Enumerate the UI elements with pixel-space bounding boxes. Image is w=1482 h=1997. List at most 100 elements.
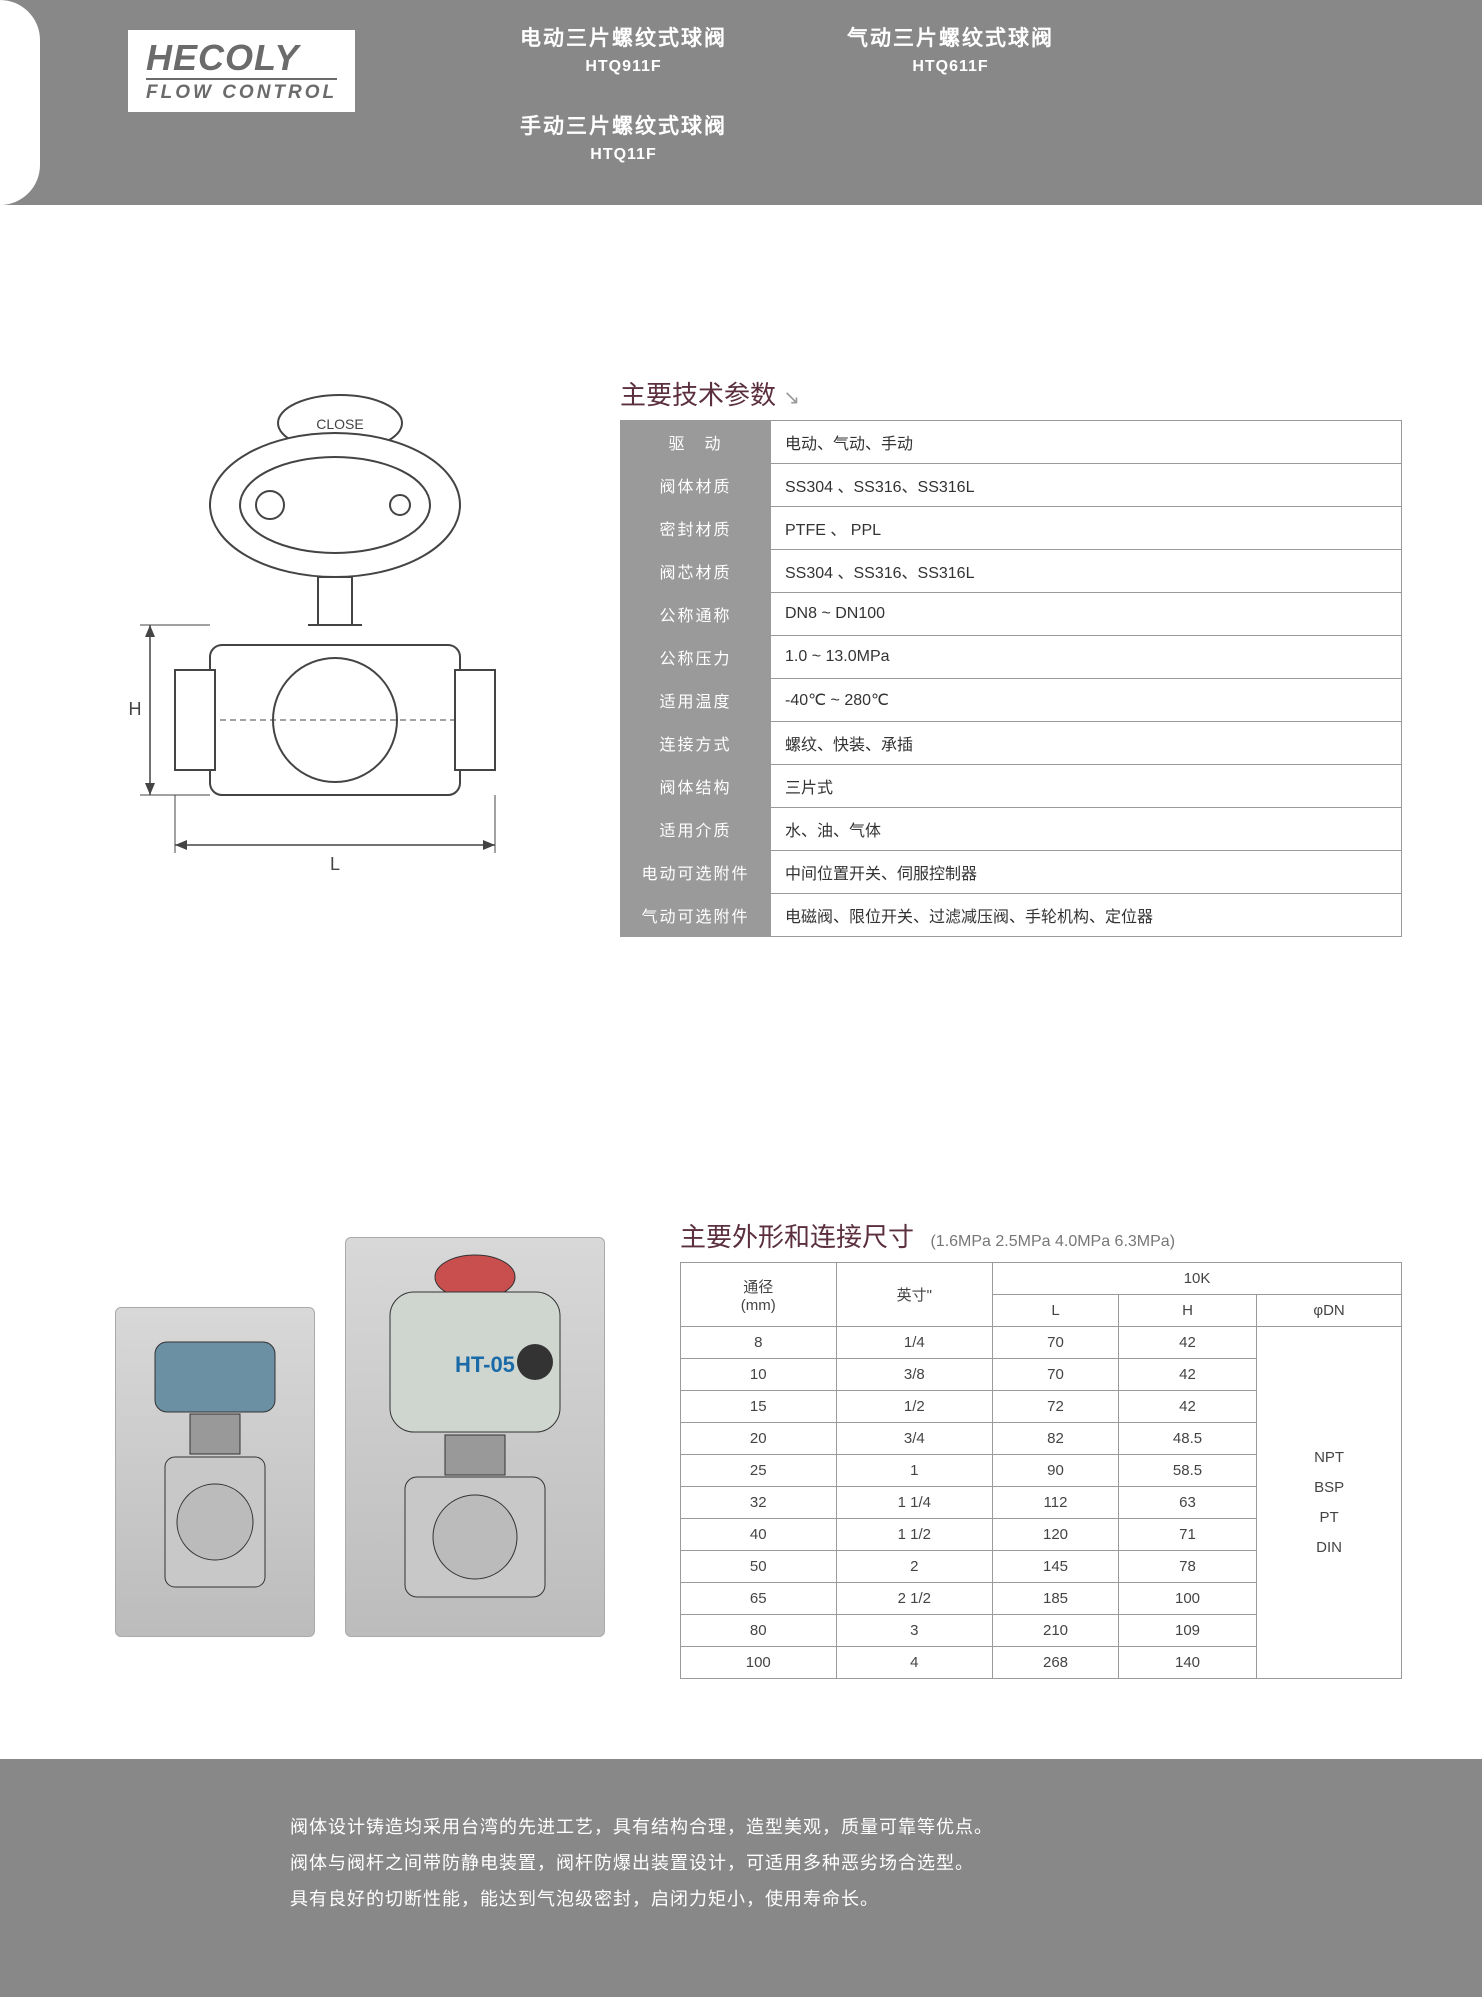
dim-cell: 109 bbox=[1118, 1615, 1256, 1647]
spec-label: 阀体材质 bbox=[621, 464, 771, 507]
dim-cell: 210 bbox=[993, 1615, 1119, 1647]
product-3-code: HTQ11F bbox=[520, 146, 727, 164]
dim-cell: 100 bbox=[681, 1647, 837, 1679]
dim-cell: 42 bbox=[1118, 1359, 1256, 1391]
dim-l-label: L bbox=[330, 854, 340, 874]
dimension-section: 主要外形和连接尺寸 (1.6MPa 2.5MPa 4.0MPa 6.3MPa) … bbox=[680, 1217, 1402, 1679]
spec-row: 阀体材质SS304 、SS316、SS316L bbox=[621, 464, 1402, 507]
dim-cell: 120 bbox=[993, 1519, 1119, 1551]
dim-cell: 40 bbox=[681, 1519, 837, 1551]
product-1: 电动三片螺纹式球阀 HTQ911F bbox=[520, 22, 727, 76]
dim-cell: 42 bbox=[1118, 1327, 1256, 1359]
dim-cell: 20 bbox=[681, 1423, 837, 1455]
section-bottom: HT-05 主要外形和连接尺寸 (1.6MPa 2.5MPa 4.0MPa 6.… bbox=[80, 1217, 1402, 1679]
spec-value: 螺纹、快装、承插 bbox=[771, 722, 1402, 765]
diagram-svg: CLOSE bbox=[80, 375, 560, 895]
spec-label: 阀体结构 bbox=[621, 765, 771, 808]
dim-cell: 3/4 bbox=[836, 1423, 993, 1455]
spec-label: 电动可选附件 bbox=[621, 851, 771, 894]
dim-cell: 65 bbox=[681, 1583, 837, 1615]
dim-cell: 25 bbox=[681, 1455, 837, 1487]
dim-cell: 1 bbox=[836, 1455, 993, 1487]
dim-cell: 2 1/2 bbox=[836, 1583, 993, 1615]
footer: 阀体设计铸造均采用台湾的先进工艺，具有结构合理，造型美观，质量可靠等优点。 阀体… bbox=[0, 1759, 1482, 1997]
col-l: L bbox=[993, 1295, 1119, 1327]
dim-cell: 1 1/4 bbox=[836, 1487, 993, 1519]
spec-value: 水、油、气体 bbox=[771, 808, 1402, 851]
product-titles-row1: 电动三片螺纹式球阀 HTQ911F 气动三片螺纹式球阀 HTQ611F bbox=[520, 22, 1054, 76]
dim-cell: 82 bbox=[993, 1423, 1119, 1455]
close-label: CLOSE bbox=[316, 416, 363, 432]
svg-text:HT-05: HT-05 bbox=[455, 1352, 515, 1377]
logo-sub: FLOW CONTROL bbox=[146, 78, 337, 104]
spec-label: 适用介质 bbox=[621, 808, 771, 851]
product-2: 气动三片螺纹式球阀 HTQ611F bbox=[847, 22, 1054, 76]
dim-cell: 3 bbox=[836, 1615, 993, 1647]
dim-title: 主要外形和连接尺寸 bbox=[680, 1217, 914, 1254]
valve-diagram: CLOSE bbox=[80, 375, 560, 895]
spec-label: 气动可选附件 bbox=[621, 894, 771, 937]
content-area: CLOSE bbox=[0, 205, 1482, 1759]
dimension-table: 通径 (mm) 英寸" 10K L H φDN 81/47042NPT BSP … bbox=[680, 1262, 1402, 1679]
spec-row: 密封材质PTFE 、 PPL bbox=[621, 507, 1402, 550]
footer-line-2: 阀体与阀杆之间带防静电装置，阀杆防爆出装置设计，可适用多种恶劣场合选型。 bbox=[290, 1845, 1362, 1881]
spec-label: 阀芯材质 bbox=[621, 550, 771, 593]
spec-label: 密封材质 bbox=[621, 507, 771, 550]
product-photos: HT-05 bbox=[80, 1217, 640, 1637]
dim-cell: 100 bbox=[1118, 1583, 1256, 1615]
dim-cell: 72 bbox=[993, 1391, 1119, 1423]
dim-cell: 1/2 bbox=[836, 1391, 993, 1423]
spec-value: 电动、气动、手动 bbox=[771, 421, 1402, 464]
dim-cell: 70 bbox=[993, 1359, 1119, 1391]
product-3-name: 手动三片螺纹式球阀 bbox=[520, 110, 727, 140]
logo: HECOLY FLOW CONTROL bbox=[128, 30, 355, 112]
col-dn: φDN bbox=[1257, 1295, 1402, 1327]
spec-label: 适用温度 bbox=[621, 679, 771, 722]
footer-line-1: 阀体设计铸造均采用台湾的先进工艺，具有结构合理，造型美观，质量可靠等优点。 bbox=[290, 1809, 1362, 1845]
spec-table: 驱 动电动、气动、手动阀体材质SS304 、SS316、SS316L密封材质PT… bbox=[620, 420, 1402, 937]
logo-main: HECOLY bbox=[146, 40, 337, 76]
dim-cell: 268 bbox=[993, 1647, 1119, 1679]
spec-value: DN8 ~ DN100 bbox=[771, 593, 1402, 636]
product-2-name: 气动三片螺纹式球阀 bbox=[847, 22, 1054, 52]
dim-cell: 50 bbox=[681, 1551, 837, 1583]
spec-value: 中间位置开关、伺服控制器 bbox=[771, 851, 1402, 894]
tab-notch bbox=[0, 0, 40, 205]
dim-title-row: 主要外形和连接尺寸 (1.6MPa 2.5MPa 4.0MPa 6.3MPa) bbox=[680, 1217, 1402, 1254]
photo-electric: HT-05 bbox=[345, 1237, 605, 1637]
dim-cell: 80 bbox=[681, 1615, 837, 1647]
dim-cell: 78 bbox=[1118, 1551, 1256, 1583]
dim-cell: 10 bbox=[681, 1359, 837, 1391]
dim-cell: 90 bbox=[993, 1455, 1119, 1487]
dim-cell: 2 bbox=[836, 1551, 993, 1583]
spec-title: 主要技术参数 ↘ bbox=[620, 375, 1402, 412]
dim-cell: 15 bbox=[681, 1391, 837, 1423]
header-bar: HECOLY FLOW CONTROL 电动三片螺纹式球阀 HTQ911F 气动… bbox=[0, 0, 1482, 205]
spec-row: 连接方式螺纹、快装、承插 bbox=[621, 722, 1402, 765]
spec-row: 驱 动电动、气动、手动 bbox=[621, 421, 1402, 464]
photo-pneumatic bbox=[115, 1307, 315, 1637]
spec-row: 公称通称DN8 ~ DN100 bbox=[621, 593, 1402, 636]
footer-line-3: 具有良好的切断性能，能达到气泡级密封，启闭力矩小，使用寿命长。 bbox=[290, 1881, 1362, 1917]
dim-cell: 112 bbox=[993, 1487, 1119, 1519]
dim-cell: 140 bbox=[1118, 1647, 1256, 1679]
product-1-name: 电动三片螺纹式球阀 bbox=[520, 22, 727, 52]
dim-cell: 8 bbox=[681, 1327, 837, 1359]
dim-cell: 3/8 bbox=[836, 1359, 993, 1391]
dim-cell: 70 bbox=[993, 1327, 1119, 1359]
spec-value: PTFE 、 PPL bbox=[771, 507, 1402, 550]
spec-section: 主要技术参数 ↘ 驱 动电动、气动、手动阀体材质SS304 、SS316、SS3… bbox=[620, 375, 1402, 937]
dim-cell: 58.5 bbox=[1118, 1455, 1256, 1487]
product-2-code: HTQ611F bbox=[847, 58, 1054, 76]
spec-value: SS304 、SS316、SS316L bbox=[771, 464, 1402, 507]
spec-row: 阀体结构三片式 bbox=[621, 765, 1402, 808]
thread-types-cell: NPT BSP PT DIN bbox=[1257, 1327, 1402, 1679]
spec-value: 三片式 bbox=[771, 765, 1402, 808]
dim-cell: 48.5 bbox=[1118, 1423, 1256, 1455]
spec-value: 1.0 ~ 13.0MPa bbox=[771, 636, 1402, 679]
dim-cell: 1 1/2 bbox=[836, 1519, 993, 1551]
spec-row: 阀芯材质SS304 、SS316、SS316L bbox=[621, 550, 1402, 593]
spec-row: 适用温度-40℃ ~ 280℃ bbox=[621, 679, 1402, 722]
section-top: CLOSE bbox=[80, 375, 1402, 937]
dim-cell: 71 bbox=[1118, 1519, 1256, 1551]
